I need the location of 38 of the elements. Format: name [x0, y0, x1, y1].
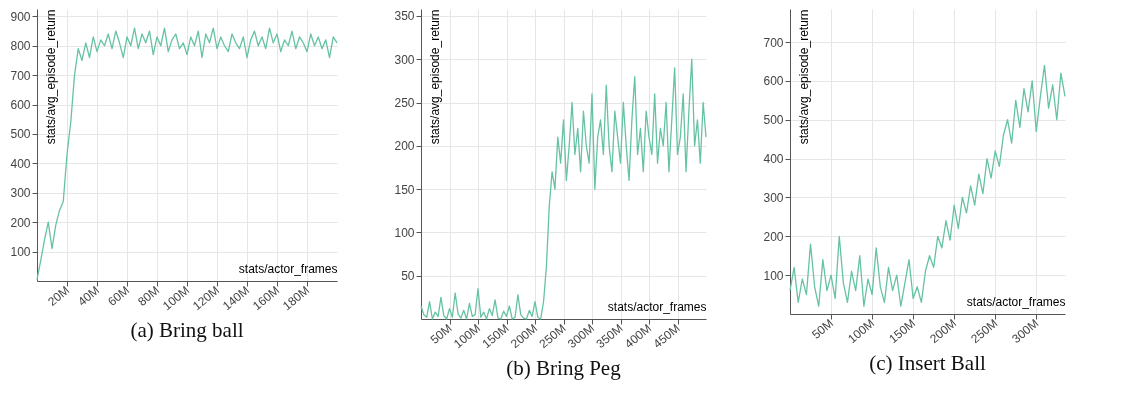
y-tick-label: 50: [401, 269, 415, 284]
y-tick-label: 300: [763, 190, 784, 205]
y-axis-title: stats/avg_episode_return: [427, 9, 442, 145]
y-tick-label: 150: [394, 182, 415, 197]
y-tick-label: 200: [10, 215, 31, 230]
y-tick-label: 400: [763, 152, 784, 167]
y-tick-label: 700: [763, 35, 784, 50]
x-tick-label: 20M: [45, 283, 72, 309]
y-tick-label: 300: [394, 52, 415, 67]
y-tick-label: 100: [10, 245, 31, 260]
x-tick-label: 80M: [135, 283, 162, 309]
y-axis-title: stats/avg_episode_return: [796, 9, 811, 145]
y-tick-label: 350: [394, 9, 415, 24]
x-axis-title: stats/actor_frames: [607, 299, 707, 314]
text: (a) Bring ball: [130, 317, 244, 342]
y-tick-label: 250: [394, 96, 415, 111]
x-tick-label: 50M: [809, 316, 837, 342]
x-tick-label: 50M: [427, 321, 455, 347]
y-tick-label: 600: [763, 74, 784, 89]
y-tick-label: 600: [10, 98, 31, 113]
y-tick-label: 500: [763, 113, 784, 128]
y-tick-label: 100: [394, 225, 415, 240]
y-tick-label: 400: [10, 156, 31, 171]
y-tick-label: 700: [10, 68, 31, 83]
y-axis-title: stats/avg_episode_return: [43, 9, 58, 145]
x-tick-label: 40M: [75, 283, 102, 309]
y-tick-label: 900: [10, 9, 31, 24]
y-tick-label: 800: [10, 39, 31, 54]
y-tick-label: 300: [10, 186, 31, 201]
y-tick-label: 100: [763, 268, 784, 283]
text: (c) Insert Ball: [869, 350, 986, 375]
text: (b) Bring Peg: [506, 355, 622, 380]
y-tick-label: 200: [763, 229, 784, 244]
y-tick-label: 200: [394, 139, 415, 154]
x-tick-label: 60M: [105, 283, 132, 309]
x-axis-title: stats/actor_frames: [966, 294, 1066, 309]
x-axis-title: stats/actor_frames: [238, 261, 338, 276]
y-tick-label: 500: [10, 127, 31, 142]
